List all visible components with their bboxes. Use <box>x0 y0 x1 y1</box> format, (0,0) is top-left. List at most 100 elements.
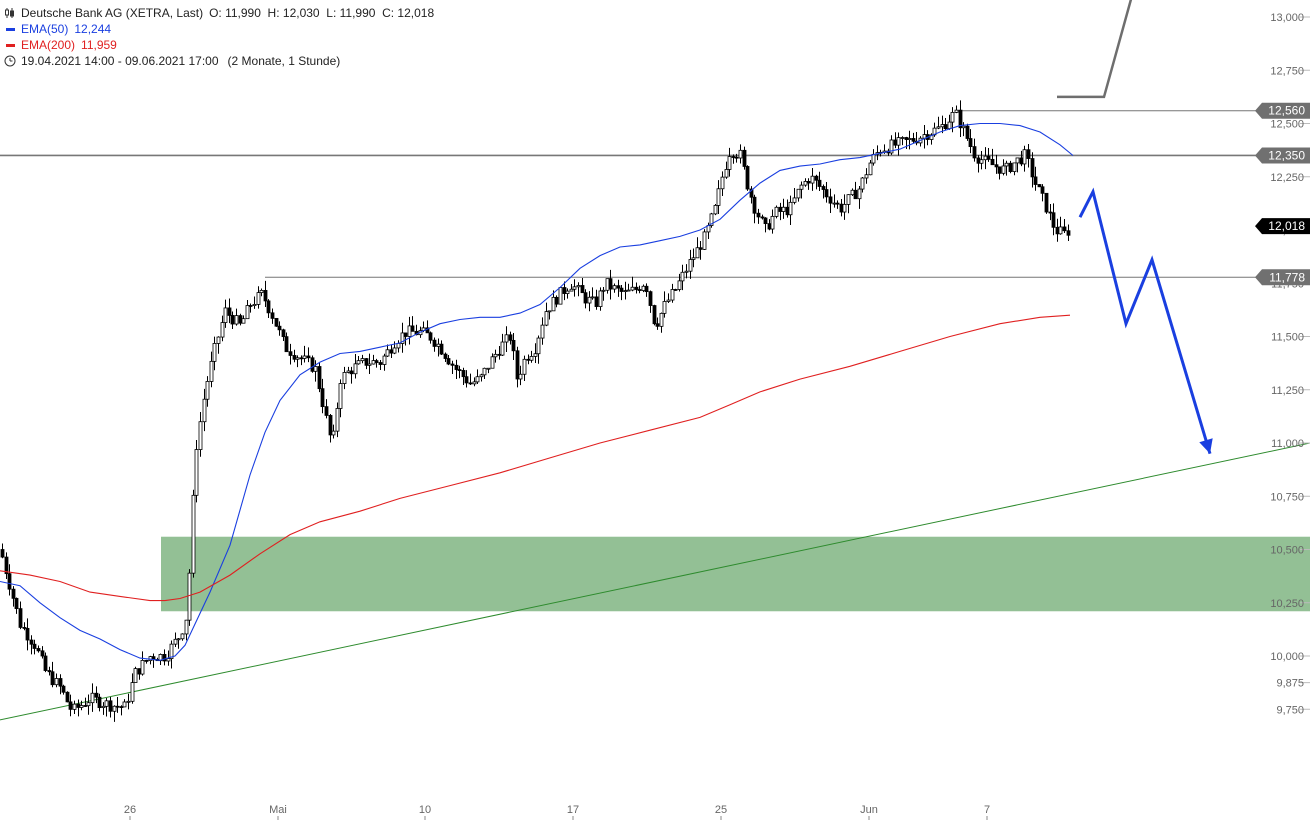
candle-body <box>889 139 894 154</box>
candle-body <box>104 700 109 707</box>
candle-body <box>554 296 559 305</box>
candle-body <box>176 638 181 641</box>
candle-body <box>893 139 898 146</box>
price-tag-12018 <box>1255 218 1310 235</box>
candle-body <box>1030 158 1035 178</box>
candle-body <box>896 137 901 146</box>
candle-body <box>648 291 653 306</box>
ema200-label: EMA(200) <box>21 38 76 52</box>
candle-body <box>198 421 203 450</box>
x-tick-label: 25 <box>715 804 727 816</box>
candle-body <box>796 188 801 199</box>
candle-body <box>590 296 595 299</box>
candle-body <box>40 650 45 657</box>
candle-body <box>310 357 315 372</box>
candle-body <box>252 304 257 307</box>
candle-body <box>25 627 30 641</box>
y-tick-label: 9,750 <box>1276 704 1304 716</box>
candle-body <box>259 289 264 293</box>
candle-body <box>335 408 340 432</box>
candle-body <box>659 312 664 327</box>
candle-body <box>392 347 397 354</box>
x-tick-label: Jun <box>860 804 878 816</box>
candle-body <box>338 383 343 409</box>
candle-body <box>400 332 405 344</box>
y-tick-label: 9,875 <box>1276 678 1304 690</box>
candle-body <box>997 166 1002 174</box>
y-tick-label: 11,500 <box>1271 332 1304 344</box>
candle-body <box>976 157 981 164</box>
candle-body <box>500 341 505 356</box>
y-tick-label: 11,250 <box>1271 385 1304 397</box>
price-tag-12350 <box>1255 147 1310 164</box>
candle-body <box>360 358 365 362</box>
candle-body <box>994 164 999 168</box>
candle-body <box>14 597 19 610</box>
candle-body <box>907 138 912 140</box>
candle-body <box>101 705 106 709</box>
candle-body <box>493 353 498 358</box>
candle-body <box>605 278 610 291</box>
candle-body <box>842 203 847 213</box>
candle-body <box>576 285 581 288</box>
candle-body <box>7 573 12 590</box>
candle-body <box>133 668 138 683</box>
candle-body <box>68 701 73 710</box>
candle-body <box>799 184 804 190</box>
candle-body <box>184 619 189 635</box>
candle-body <box>72 703 77 710</box>
ema50-value: 12,244 <box>74 22 112 36</box>
candle-body <box>583 292 588 304</box>
candle-body <box>680 271 685 282</box>
candle-body <box>216 336 221 344</box>
candle-body <box>749 188 754 198</box>
candle-body <box>187 572 192 621</box>
price-tag-11778 <box>1255 269 1310 286</box>
candle-body <box>760 216 765 219</box>
period-label: (2 Monate, 1 Stunde) <box>227 54 341 68</box>
candle-body <box>425 327 430 334</box>
candle-body <box>1033 176 1038 185</box>
candle-body <box>108 700 113 712</box>
candle-body <box>331 430 336 436</box>
candle-body <box>544 311 549 326</box>
price-tag-12560 <box>1255 102 1310 119</box>
candle-body <box>367 363 372 366</box>
candle-body <box>1001 165 1006 174</box>
candle-body <box>601 289 606 292</box>
candle-body <box>324 406 329 416</box>
candle-body <box>958 109 963 129</box>
candle-body <box>356 360 361 365</box>
candle-body <box>284 336 289 353</box>
candle-body <box>450 363 455 366</box>
projection-path <box>1057 0 1133 99</box>
candle-body <box>630 286 635 291</box>
candle-body <box>482 367 487 376</box>
candle-body <box>979 159 984 164</box>
candle-body <box>1044 192 1049 213</box>
candle-body <box>954 109 959 113</box>
candle-body <box>1048 211 1053 214</box>
candle-body <box>608 278 613 290</box>
y-tick-label: 12,250 <box>1270 172 1304 184</box>
candle-body <box>94 692 99 698</box>
candle-body <box>1022 149 1027 165</box>
candle-body <box>112 705 117 712</box>
candle-body <box>1051 212 1056 228</box>
candle-body <box>731 156 736 158</box>
candle-body <box>281 329 286 338</box>
x-tick-label: 26 <box>124 804 136 816</box>
candle-body <box>274 317 279 327</box>
candle-body <box>752 196 757 214</box>
ema50-line <box>0 122 1074 661</box>
candle-body <box>1008 162 1013 172</box>
candle-body <box>270 312 275 319</box>
candle-body <box>468 382 473 385</box>
candle-body <box>432 339 437 347</box>
reference-lines <box>0 110 1310 721</box>
candle-body <box>162 654 167 662</box>
candle-body <box>191 494 196 574</box>
candle-body <box>587 296 592 304</box>
candle-body <box>288 351 293 356</box>
candle-body <box>562 287 567 294</box>
